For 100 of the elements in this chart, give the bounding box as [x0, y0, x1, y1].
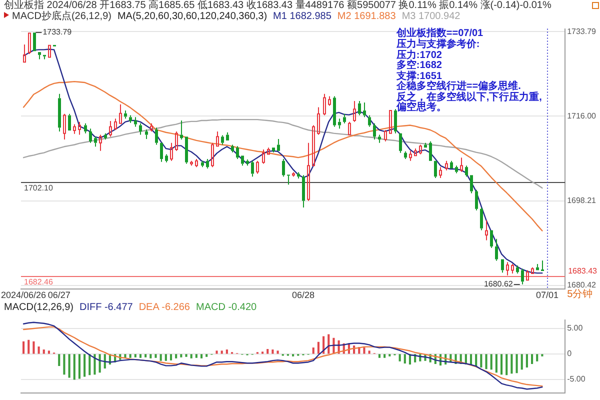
candlestick: [501, 259, 504, 274]
bar: [98, 354, 101, 373]
candlestick: [363, 102, 366, 118]
annotation: 创业板指数==07/01: [396, 28, 484, 39]
bar: [536, 354, 538, 362]
annotation: 1680.62: [484, 280, 514, 289]
bar: [516, 354, 518, 374]
candlestick: [394, 108, 397, 134]
bar: [500, 354, 503, 375]
bar: [195, 354, 198, 358]
candlestick: [43, 54, 46, 60]
candlestick: [236, 146, 239, 160]
bar: [139, 354, 142, 358]
ref-line-label: 1702.10: [24, 184, 54, 193]
candlestick: [221, 134, 224, 146]
bar: [180, 354, 182, 358]
bar: [32, 341, 35, 354]
candlestick: [353, 100, 356, 122]
annotation: 1733.79: [42, 28, 72, 37]
bar: [475, 354, 478, 366]
y-tick-label: 5.00: [567, 324, 584, 333]
candlestick: [23, 44, 26, 63]
bar: [185, 354, 188, 357]
candlestick: [89, 128, 92, 144]
bar: [531, 354, 534, 364]
candlestick: [287, 174, 290, 186]
candlestick: [389, 110, 392, 134]
candlestick: [180, 120, 183, 140]
bar: [480, 354, 482, 368]
bar: [510, 354, 513, 374]
candlestick: [277, 138, 280, 151]
candlestick: [58, 93, 61, 132]
candlestick: [338, 118, 341, 130]
text: DIFF -6.477: [79, 302, 133, 313]
bar: [266, 349, 269, 354]
candlestick: [119, 104, 122, 124]
candlestick: [201, 160, 204, 168]
bar: [58, 354, 60, 366]
candlestick: [480, 206, 483, 231]
x-axis-title: 5分钟: [567, 289, 593, 300]
candlestick: [399, 133, 402, 154]
bar: [88, 354, 91, 376]
candlestick: [272, 148, 275, 153]
candlestick: [297, 172, 300, 179]
bar: [506, 354, 508, 376]
candlestick: [490, 230, 493, 248]
candlestick: [104, 132, 107, 140]
candlestick: [185, 136, 188, 164]
bar: [150, 354, 152, 358]
text: MACD -0.420: [196, 302, 257, 313]
candlestick: [124, 110, 127, 120]
annotation: 多空:1682: [396, 60, 443, 72]
candlestick: [506, 262, 509, 276]
y-tick-label: 0: [567, 349, 572, 358]
bar: [129, 354, 132, 358]
text: M2 1691.883: [337, 11, 396, 22]
candlestick: [282, 158, 285, 178]
candlestick: [48, 44, 51, 58]
candlestick: [94, 136, 97, 148]
y-tick-label: 1733.79: [567, 26, 597, 36]
x-tick-label: 06/28: [292, 290, 314, 300]
bar: [490, 354, 492, 370]
annotation: 企稳多空线行进==偏多思维.: [396, 81, 521, 92]
candlestick: [378, 134, 381, 144]
annotation: 压力:1702: [396, 50, 443, 61]
bar: [378, 354, 381, 358]
bar: [164, 354, 167, 361]
bar: [175, 354, 178, 358]
candlestick: [246, 158, 249, 166]
candlestick: [429, 140, 432, 161]
candlestick: [160, 142, 163, 162]
text: M1 1682.985: [273, 11, 332, 22]
text: DEA -6.266: [138, 302, 190, 313]
bar: [22, 341, 25, 354]
bar: [28, 340, 30, 354]
bar: [73, 354, 76, 380]
candlestick: [84, 122, 87, 134]
y-tick-label: 1680.42: [567, 280, 597, 290]
annotation: 压力与支撑参考价:: [396, 39, 481, 50]
bar: [312, 348, 314, 354]
candlestick: [33, 32, 36, 52]
candlestick: [373, 122, 376, 140]
candlestick: [317, 106, 320, 136]
bar: [144, 354, 147, 358]
candlestick: [206, 158, 209, 170]
candlestick: [404, 150, 407, 160]
candlestick: [145, 129, 148, 140]
x-tick-label: 07/01: [536, 290, 559, 300]
text: M3 1700.942: [402, 11, 460, 22]
bar: [384, 354, 386, 358]
bar: [206, 354, 208, 357]
bar: [398, 354, 401, 362]
bar: [495, 354, 498, 373]
candlestick: [455, 165, 458, 174]
bar: [48, 350, 50, 354]
bar: [216, 350, 218, 354]
bar: [42, 350, 45, 354]
candlestick: [495, 238, 498, 262]
bar: [363, 348, 366, 354]
bar: [272, 350, 274, 354]
